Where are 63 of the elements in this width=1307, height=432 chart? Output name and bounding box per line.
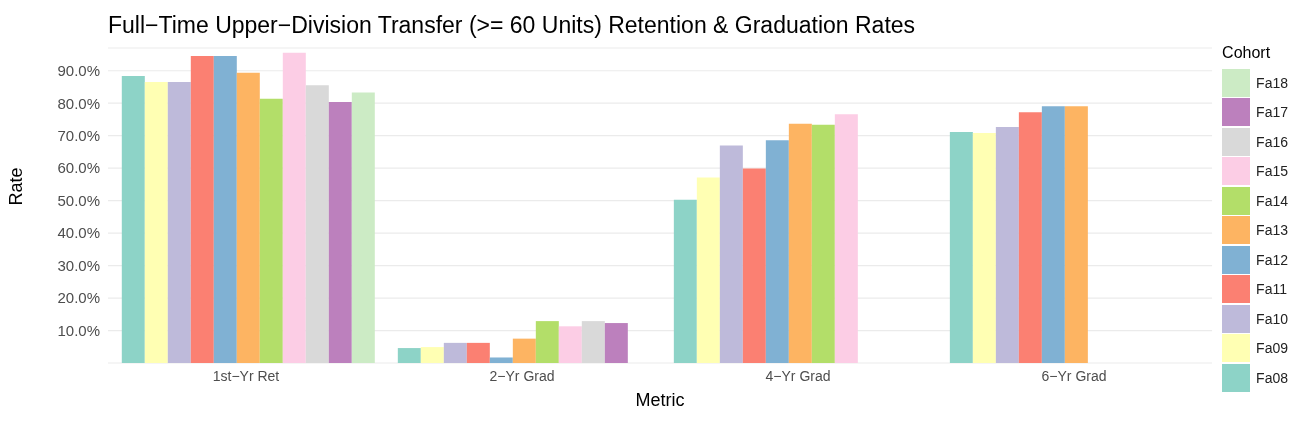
bar: [167, 82, 191, 363]
bar: [259, 98, 283, 363]
bar: [604, 323, 628, 363]
bar: [949, 132, 973, 363]
y-tick-label: 10.0%: [57, 321, 100, 339]
bar: [811, 124, 835, 363]
bar: [397, 348, 421, 363]
bar: [834, 114, 858, 363]
y-tick-label: 40.0%: [57, 224, 100, 242]
x-axis-title: Metric: [635, 390, 685, 410]
bar: [351, 92, 375, 363]
legend-label: Fa17: [1256, 104, 1288, 120]
y-tick-label: 50.0%: [57, 191, 100, 209]
bar: [328, 101, 352, 363]
bar: [558, 326, 582, 363]
y-tick-label: 30.0%: [57, 256, 100, 274]
x-tick-label: 4−Yr Grad: [765, 367, 831, 384]
bar: [788, 123, 812, 363]
bar: [719, 145, 743, 363]
legend-label: Fa14: [1256, 192, 1288, 209]
legend-label: Fa13: [1256, 222, 1288, 238]
bar: [282, 52, 306, 363]
bar: [535, 321, 559, 363]
legend-label: Fa12: [1256, 251, 1288, 268]
bar: [121, 75, 145, 363]
legend-label: Fa11: [1256, 281, 1287, 297]
legend-label: Fa08: [1256, 369, 1288, 386]
bar: [190, 56, 214, 363]
legend-label: Fa09: [1256, 340, 1288, 356]
bar: [443, 342, 467, 363]
bar: [213, 56, 237, 363]
legend-label: Fa10: [1256, 310, 1288, 327]
bar: [1064, 106, 1088, 363]
bar: [144, 82, 168, 363]
bar: [765, 140, 789, 363]
bar: [581, 321, 605, 363]
bar: [489, 357, 513, 363]
legend-label: Fa18: [1256, 74, 1288, 91]
x-tick-label: 1st−Yr Ret: [212, 367, 280, 384]
legend-label: Fa15: [1256, 163, 1288, 179]
bar: [466, 342, 490, 363]
y-tick-label: 90.0%: [57, 62, 100, 80]
bar: [742, 168, 766, 363]
bar: [420, 347, 444, 363]
bar: [673, 199, 697, 363]
bar: [995, 126, 1019, 363]
bar: [1018, 112, 1042, 363]
y-tick-label: 20.0%: [57, 289, 100, 307]
y-tick-label: 60.0%: [57, 159, 100, 177]
bar: [1041, 106, 1065, 363]
bar: [972, 133, 996, 363]
y-tick-label: 70.0%: [57, 127, 100, 145]
bar: [305, 85, 329, 363]
chart-title: Full−Time Upper−Division Transfer (>= 60 Units) Retention & Graduation Rates: [108, 12, 916, 39]
x-tick-label: 2−Yr Grad: [489, 367, 555, 384]
legend-title: Cohort: [1222, 43, 1272, 62]
bar: [512, 338, 536, 363]
y-axis-title: Rate: [6, 167, 27, 206]
x-tick-label: 6−Yr Grad: [1041, 367, 1107, 384]
bar: [236, 72, 260, 363]
legend-label: Fa16: [1256, 133, 1288, 150]
y-tick-label: 80.0%: [57, 94, 100, 112]
bar: [696, 177, 720, 363]
